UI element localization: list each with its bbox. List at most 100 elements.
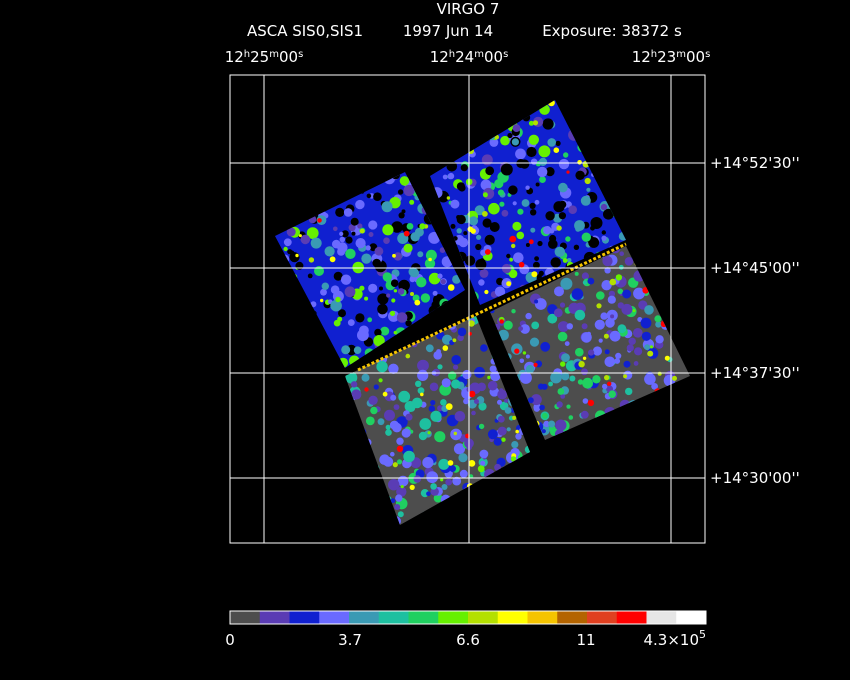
bright-spot	[604, 375, 610, 381]
noise-blob	[540, 341, 551, 352]
noise-blob	[592, 346, 603, 356]
noise-blob	[377, 418, 385, 426]
bright-spot	[468, 390, 476, 398]
bright-spot	[428, 257, 432, 262]
noise-blob	[341, 345, 351, 355]
noise-blob	[534, 199, 540, 205]
noise-blob	[449, 465, 457, 473]
noise-blob	[478, 279, 485, 286]
noise-blob	[412, 294, 420, 302]
ra-label: 12h23m00s	[632, 48, 711, 66]
noise-blob	[501, 263, 512, 274]
noise-blob	[463, 231, 468, 236]
noise-blob	[388, 479, 400, 491]
bright-spot	[329, 256, 336, 263]
noise-blob	[538, 145, 551, 158]
noise-blob	[413, 475, 422, 483]
noise-blob	[341, 230, 349, 238]
noise-blob	[561, 372, 570, 381]
noise-blob	[610, 314, 615, 319]
noise-blob	[479, 269, 489, 278]
noise-blob	[555, 140, 561, 146]
noise-blob	[379, 454, 390, 466]
noise-blob	[554, 246, 565, 257]
colorbar-segment	[497, 611, 528, 624]
noise-blob	[588, 237, 600, 248]
noise-blob	[590, 217, 603, 229]
noise-blob	[581, 272, 590, 280]
noise-blob	[569, 375, 576, 382]
colorbar-segment	[587, 611, 618, 624]
bright-spot	[553, 147, 560, 153]
max-exponent: 5	[699, 628, 706, 641]
bright-spot	[511, 243, 516, 249]
noise-blob	[368, 220, 378, 230]
noise-blob	[545, 211, 555, 221]
noise-blob	[497, 189, 505, 196]
bright-spot	[447, 284, 455, 291]
noise-blob	[370, 406, 378, 415]
noise-blob	[561, 353, 570, 362]
bright-spot	[582, 356, 587, 360]
noise-blob	[558, 321, 569, 332]
bright-spot	[410, 292, 414, 296]
noise-blob	[493, 437, 502, 446]
noise-blob	[550, 371, 562, 384]
noise-blob	[456, 182, 465, 191]
noise-blob	[441, 484, 448, 490]
instrument: ASCA SIS0,SIS1	[247, 22, 363, 40]
noise-blob	[474, 205, 485, 216]
noise-blob	[539, 176, 546, 184]
noise-blob	[494, 463, 502, 471]
noise-blob	[350, 217, 359, 226]
noise-blob	[534, 299, 539, 304]
colorbar-segment	[349, 611, 380, 624]
noise-blob	[577, 379, 584, 385]
noise-blob	[633, 328, 643, 338]
noise-blob	[365, 245, 371, 251]
ra-value: 24	[455, 48, 474, 66]
noise-blob	[415, 380, 422, 387]
colorbar-segment	[230, 611, 261, 624]
colorbar-segment	[527, 611, 558, 624]
noise-blob	[604, 267, 611, 274]
colorbar-segment	[646, 611, 677, 624]
noise-blob	[621, 303, 633, 315]
noise-blob	[416, 277, 427, 288]
noise-blob	[429, 382, 439, 392]
noise-blob	[376, 361, 388, 373]
noise-blob	[453, 443, 466, 455]
noise-blob	[499, 201, 505, 207]
bright-spot	[494, 135, 499, 140]
noise-blob	[598, 338, 603, 343]
noise-blob	[508, 269, 518, 279]
noise-blob	[401, 428, 411, 438]
bright-spot	[509, 257, 513, 262]
noise-blob	[633, 287, 645, 300]
bright-spot	[587, 399, 595, 407]
dec-labels: +14°52'30'' +14°45'00'' +14°37'30'' +14°30'…	[710, 154, 800, 487]
noise-blob	[541, 429, 546, 434]
noise-blob	[644, 305, 654, 315]
noise-blob	[283, 238, 292, 247]
bright-spot	[414, 299, 421, 306]
bright-spot	[382, 391, 388, 397]
noise-blob	[396, 486, 407, 497]
noise-blob	[574, 220, 585, 231]
bright-spot	[447, 460, 454, 466]
noise-blob	[321, 282, 329, 290]
bright-spot	[482, 192, 488, 198]
bright-spot	[609, 278, 617, 286]
noise-blob	[530, 227, 536, 233]
colorbar-segment	[319, 611, 350, 624]
noise-blob	[528, 134, 539, 145]
dec-label: +14°37'30''	[710, 364, 800, 382]
noise-blob	[478, 423, 485, 430]
noise-blob	[596, 291, 605, 300]
noise-blob	[508, 185, 518, 195]
noise-blob	[574, 271, 579, 276]
noise-blob	[432, 300, 437, 305]
colorbar-frame	[229, 610, 707, 625]
noise-blob	[644, 373, 656, 385]
